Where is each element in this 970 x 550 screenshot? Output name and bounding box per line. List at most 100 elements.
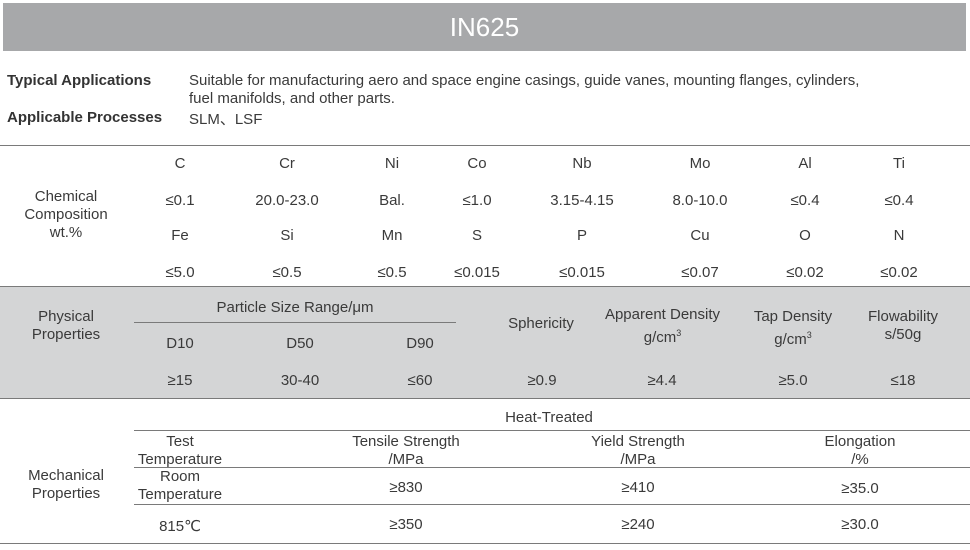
mechanical-label: Mechanical Properties bbox=[0, 467, 132, 503]
chemical-label: Chemical Composition wt.% bbox=[0, 188, 132, 242]
unit-exponent: 3 bbox=[806, 330, 812, 340]
physical-section-bg bbox=[0, 287, 970, 398]
element-value: ≤0.015 bbox=[454, 264, 500, 281]
tap-density-value: ≥5.0 bbox=[778, 372, 808, 389]
tap-density-unit: g/cm3 bbox=[733, 326, 853, 349]
processes-label: Applicable Processes bbox=[7, 109, 163, 126]
mechanical-row-divider bbox=[134, 504, 970, 505]
tap-density-header: Tap Density g/cm3 bbox=[733, 308, 853, 349]
temperature-line: Room bbox=[159, 468, 200, 485]
element-symbol: P bbox=[576, 227, 587, 244]
element-value: 20.0-23.0 bbox=[255, 192, 319, 209]
particle-size-underline bbox=[134, 322, 456, 323]
sphericity-value: ≥0.9 bbox=[527, 372, 557, 389]
header-line: Test bbox=[166, 433, 194, 450]
d90-header: D90 bbox=[406, 335, 434, 352]
d50-value: 30-40 bbox=[280, 372, 320, 389]
element-symbol: Cr bbox=[279, 155, 295, 172]
element-symbol: C bbox=[174, 155, 186, 172]
elongation-header: Elongation /% bbox=[780, 433, 940, 469]
element-value: ≤0.015 bbox=[559, 264, 605, 281]
element-symbol: Mn bbox=[381, 227, 403, 244]
row2-tensile: ≥350 bbox=[389, 516, 423, 533]
row1-tensile: ≥830 bbox=[389, 479, 423, 496]
d10-header: D10 bbox=[166, 335, 194, 352]
divider bbox=[0, 398, 970, 399]
element-value: 8.0-10.0 bbox=[672, 192, 728, 209]
physical-label-line: Properties bbox=[31, 326, 101, 343]
element-symbol: Fe bbox=[171, 227, 189, 244]
applications-label: Typical Applications bbox=[7, 72, 152, 89]
element-value: ≤0.02 bbox=[880, 264, 918, 281]
apparent-density-header: Apparent Density g/cm3 bbox=[595, 306, 730, 347]
apparent-density-value: ≥4.4 bbox=[647, 372, 677, 389]
header-line: Tensile Strength bbox=[352, 433, 460, 450]
physical-label: Physical Properties bbox=[0, 308, 132, 344]
apparent-density-name: Apparent Density bbox=[604, 306, 721, 323]
element-symbol: Ti bbox=[893, 155, 905, 172]
element-value: ≤1.0 bbox=[462, 192, 492, 209]
chemical-label-line: wt.% bbox=[49, 224, 83, 241]
header-line: /% bbox=[851, 451, 869, 468]
processes-value: SLM、LSF bbox=[189, 111, 263, 128]
chemical-label-line: Chemical bbox=[34, 188, 98, 205]
tap-density-name: Tap Density bbox=[753, 308, 833, 325]
heat-treated-underline bbox=[134, 430, 970, 431]
divider bbox=[0, 286, 970, 287]
element-value: Bal. bbox=[379, 192, 405, 209]
yield-header: Yield Strength /MPa bbox=[548, 433, 728, 469]
header-line: Elongation bbox=[824, 433, 896, 450]
element-value: ≤0.4 bbox=[790, 192, 820, 209]
element-symbol: Cu bbox=[690, 227, 710, 244]
applications-text-1: Suitable for manufacturing aero and spac… bbox=[189, 72, 860, 89]
element-value: 3.15-4.15 bbox=[550, 192, 614, 209]
particle-size-header: Particle Size Range/μm bbox=[216, 299, 374, 316]
sphericity-header: Sphericity bbox=[508, 315, 574, 332]
d50-header: D50 bbox=[286, 335, 314, 352]
element-value: ≤0.1 bbox=[165, 192, 195, 209]
d10-value: ≥15 bbox=[167, 372, 193, 389]
row2-yield: ≥240 bbox=[621, 516, 655, 533]
row2-temperature: 815℃ bbox=[159, 518, 201, 535]
mechanical-header-underline bbox=[134, 467, 970, 468]
row1-yield: ≥410 bbox=[621, 479, 655, 496]
element-symbol: N bbox=[893, 227, 905, 244]
physical-label-line: Physical bbox=[38, 308, 94, 325]
header-line: /MPa bbox=[620, 451, 656, 468]
element-symbol: O bbox=[799, 227, 811, 244]
element-symbol: Nb bbox=[572, 155, 592, 172]
mechanical-label-line: Properties bbox=[31, 485, 101, 502]
flowability-value: ≤18 bbox=[890, 372, 916, 389]
tensile-header: Tensile Strength /MPa bbox=[316, 433, 496, 469]
element-value: ≤5.0 bbox=[165, 264, 195, 281]
element-value: ≤0.5 bbox=[272, 264, 302, 281]
row1-elongation: ≥35.0 bbox=[841, 480, 879, 497]
flowability-name: Flowability bbox=[867, 308, 939, 325]
element-symbol: Ni bbox=[384, 155, 400, 172]
temperature-line: Temperature bbox=[137, 486, 223, 503]
heat-treated-header: Heat-Treated bbox=[505, 409, 593, 426]
element-value: ≤0.5 bbox=[377, 264, 407, 281]
d90-value: ≤60 bbox=[407, 372, 433, 389]
element-value: ≤0.02 bbox=[786, 264, 824, 281]
header-line: /MPa bbox=[388, 451, 424, 468]
flowability-unit: s/50g bbox=[884, 326, 922, 343]
mechanical-label-line: Mechanical bbox=[28, 467, 104, 484]
tap-unit-text: g/cm bbox=[774, 331, 807, 348]
page-title: IN625 bbox=[3, 3, 966, 51]
element-symbol: Mo bbox=[689, 155, 711, 172]
element-value: ≤0.4 bbox=[884, 192, 914, 209]
applications-text-2: fuel manifolds, and other parts. bbox=[189, 90, 395, 107]
apparent-density-unit: g/cm3 bbox=[595, 324, 730, 347]
element-symbol: S bbox=[471, 227, 482, 244]
divider bbox=[0, 145, 970, 146]
flowability-header: Flowability s/50g bbox=[853, 308, 953, 344]
element-symbol: Al bbox=[798, 155, 812, 172]
element-symbol: Si bbox=[280, 227, 294, 244]
bottom-divider bbox=[0, 543, 970, 544]
unit-exponent: 3 bbox=[676, 328, 682, 338]
header-line: Temperature bbox=[137, 451, 223, 468]
header-line: Yield Strength bbox=[591, 433, 685, 450]
element-value: ≤0.07 bbox=[681, 264, 719, 281]
row2-elongation: ≥30.0 bbox=[841, 516, 879, 533]
